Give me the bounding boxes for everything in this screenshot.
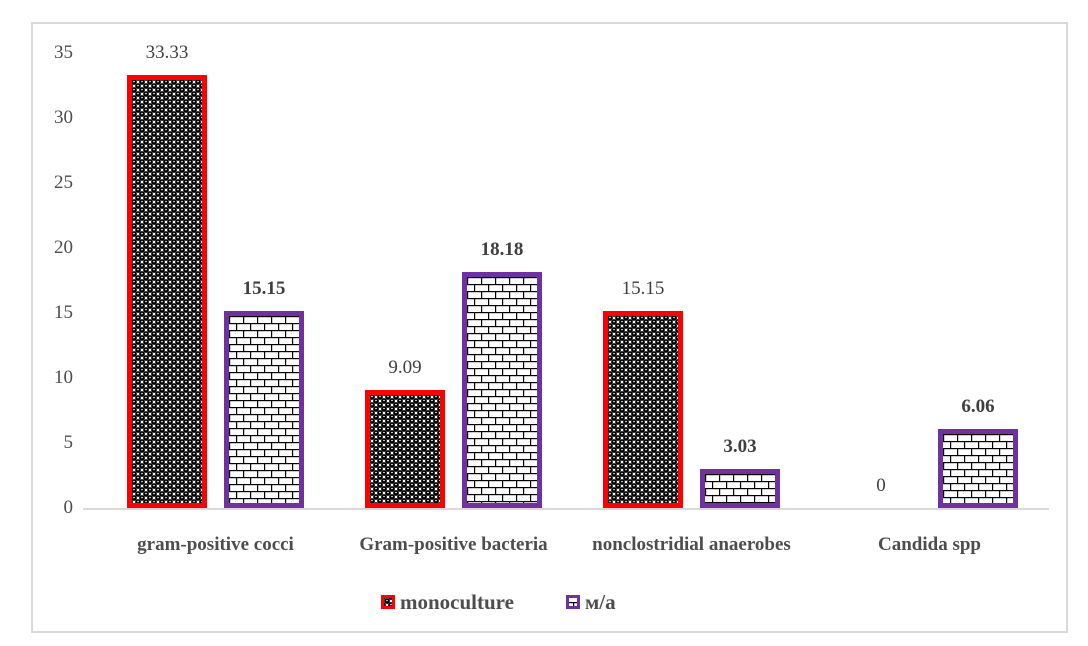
legend-item-monoculture: monoculture	[381, 590, 514, 615]
y-tick-20: 20	[54, 237, 73, 258]
category-label-gram-positive-cocci: gram-positive cocci	[137, 534, 294, 555]
data-label-m-a-candida-spp: 6.06	[961, 396, 995, 417]
y-tick-25: 25	[54, 172, 73, 193]
bar-monoculture-gram-positive-cocci	[127, 75, 207, 508]
x-axis-line	[83, 508, 1049, 510]
data-label-m-a-nonclostridial-anaerobes: 3.03	[723, 436, 757, 457]
data-label-m-a-gram-positive-bacteria: 18.18	[480, 239, 524, 260]
y-tick-15: 15	[54, 302, 73, 323]
data-label-m-a-gram-positive-cocci: 15.15	[242, 278, 286, 299]
legend-label-monoculture: monoculture	[400, 589, 514, 614]
category-label-nonclostridial-anaerobes: nonclostridial anaerobes	[592, 534, 791, 555]
data-label-monoculture-gram-positive-cocci: 33.33	[145, 42, 189, 63]
y-tick-10: 10	[54, 367, 73, 388]
bar-m-a-candida-spp	[938, 429, 1018, 508]
legend-swatch-monoculture-icon	[381, 595, 395, 609]
data-label-monoculture-candida-spp: 0	[876, 475, 886, 496]
legend: monoculture м/a	[381, 588, 616, 616]
bar-monoculture-nonclostridial-anaerobes	[603, 311, 683, 508]
y-tick-30: 30	[54, 107, 73, 128]
bar-monoculture-gram-positive-bacteria	[365, 390, 445, 508]
y-tick-35: 35	[54, 42, 73, 63]
legend-item-m-a: м/a	[565, 589, 616, 615]
chart-frame: 0 5 10 15 20 25 30 35 33.33 9.09 15.15 0 15.15 18.18…	[31, 22, 1068, 633]
data-label-monoculture-gram-positive-bacteria: 9.09	[388, 357, 422, 378]
y-tick-0: 0	[63, 497, 74, 518]
category-label-candida-spp: Candida spp	[878, 534, 981, 555]
bar-m-a-nonclostridial-anaerobes	[700, 469, 780, 508]
y-tick-5: 5	[63, 432, 74, 453]
legend-label-m-a: м/a	[584, 589, 616, 614]
category-label-gram-positive-bacteria: Gram-positive bacteria	[359, 534, 548, 555]
legend-swatch-m-a-icon	[565, 595, 580, 609]
data-label-monoculture-nonclostridial-anaerobes: 15.15	[621, 278, 665, 299]
bar-m-a-gram-positive-cocci	[224, 311, 304, 508]
bar-m-a-gram-positive-bacteria	[462, 272, 542, 508]
